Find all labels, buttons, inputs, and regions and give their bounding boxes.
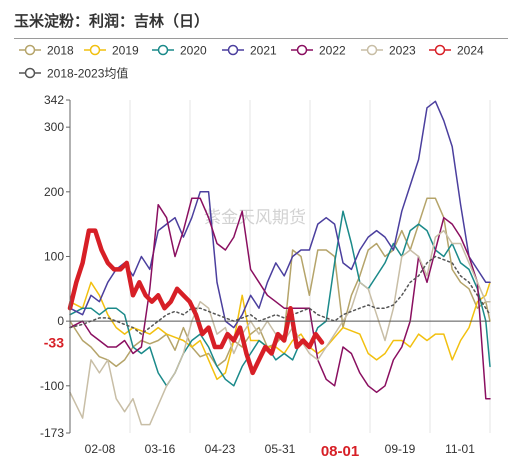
y-tick-label: 100 [44,249,64,263]
x-tick-label: 05-31 [265,442,296,456]
legend-swatch-marker [434,44,446,56]
legend-swatch-marker [157,44,169,56]
x-tick-label: 11-01 [445,442,475,456]
series-layer [67,100,491,426]
legend-swatch-marker [296,44,308,56]
legend-label: 2023 [389,44,416,58]
legend-swatch-marker [89,44,101,56]
y-tick-label: -100 [40,379,64,393]
legend-label: 2021 [250,44,277,58]
series-line-2021 [69,100,491,329]
x-tick-label: 03-16 [145,442,176,456]
series-line-2024 [67,228,325,376]
legend-item-2018[interactable]: 2018 [19,44,74,58]
y-tick-label: 200 [44,185,64,199]
y-tick-label: 300 [44,120,64,134]
x-tick-label: 02-08 [85,442,116,456]
legend-swatch-marker [366,44,378,56]
legend-swatch-marker [24,67,36,79]
x-tick-label: 09-19 [385,442,416,456]
axes: 02-08 03-16 04-23 05-31 08-01 09-19 11-01 342 30… [40,93,490,460]
legend-item-2024[interactable]: 2024 [429,44,484,58]
y-tick-label: 0 [57,314,64,328]
title-divider [14,38,508,39]
series-line-2018-2023 [69,255,491,335]
legend-swatch-marker [227,44,239,56]
x-tick-label: 04-23 [205,442,236,456]
legend-label: 2018-2023均值 [47,66,128,81]
chart-title: 玉米淀粉：利润：吉林（日） [14,12,210,30]
series-line-2022 [69,197,491,400]
series-line-2020 [69,210,491,387]
legend-label: 2018 [47,44,74,58]
legend-item-2018-2023[interactable]: 2018-2023均值 [19,66,128,81]
legend-swatch-marker [24,44,36,56]
legend-label: 2019 [112,44,139,58]
legend-label: 2024 [457,44,484,58]
x-tick-label: 08-01 [321,443,359,460]
y-tick-label: 342 [44,93,64,107]
legend-item-2021[interactable]: 2021 [222,44,277,58]
legend-item-2022[interactable]: 2022 [291,44,346,58]
legend-item-2019[interactable]: 2019 [84,44,139,58]
legend-label: 2020 [180,44,207,58]
y-tick-label: -173 [40,426,64,440]
legend-item-2020[interactable]: 2020 [152,44,207,58]
legend-label: 2022 [319,44,346,58]
grid-lines [69,100,491,433]
watermark-text: 紫金天风期货 [204,208,306,228]
legend: 2018 2019 2020 2021 2022 2023 2024 2018-2023均值 [19,44,484,81]
legend-item-2023[interactable]: 2023 [361,44,416,58]
current-value-label: -33 [44,334,64,350]
